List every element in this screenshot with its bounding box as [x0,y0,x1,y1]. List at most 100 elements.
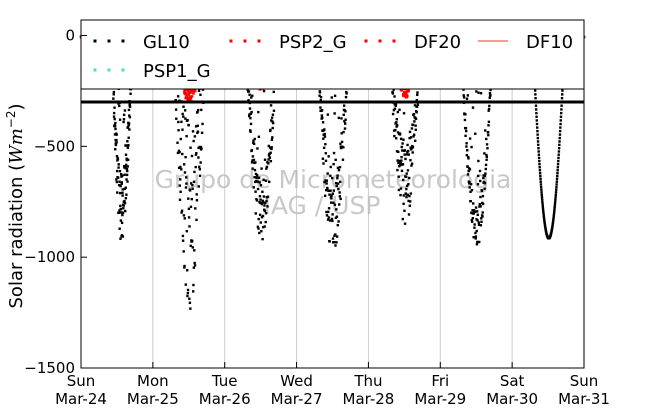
data-point [479,205,482,208]
data-point [116,191,119,194]
data-point [188,189,192,192]
data-point [186,291,190,295]
data-point [465,154,469,157]
data-point [552,218,555,221]
data-point [324,159,328,162]
data-point [181,239,185,242]
data-point [399,161,402,165]
data-point [487,109,490,112]
data-point [471,216,475,220]
data-point [184,176,188,179]
data-point [557,159,560,163]
data-point [183,217,186,220]
data-point [177,149,181,153]
data-point [474,231,477,235]
data-point [181,234,185,238]
data-point [189,182,193,185]
data-point [252,186,255,189]
data-point [263,204,266,207]
data-point [478,202,482,206]
data-point [476,174,480,178]
data-point [325,179,329,182]
data-point [125,157,128,160]
data-point [337,168,341,172]
data-point [174,99,178,102]
data-point [326,187,329,190]
legend-marker [121,39,125,43]
data-point [187,207,191,211]
data-point [410,148,413,151]
data-point [409,200,412,203]
data-point [331,213,334,216]
data-point [126,169,129,173]
data-point [393,103,396,106]
data-point [483,129,487,132]
data-point [555,188,558,191]
data-point [410,162,414,165]
data-point [338,203,341,206]
data-point [118,118,122,121]
data-point [335,241,338,244]
y-tick-label-0: 0 [65,27,75,45]
data-point [332,189,336,192]
data-point [122,120,125,124]
data-point [551,223,554,226]
data-point [537,150,540,153]
data-point [174,108,178,111]
data-point [325,210,328,214]
data-point [553,205,556,208]
data-point [485,143,489,146]
data-point [396,159,399,162]
data-point [416,93,419,97]
data-point [128,128,131,131]
data-point [192,180,196,184]
data-point [535,119,539,122]
data-point [558,129,562,133]
data-point [408,176,411,180]
data-point [558,133,562,136]
data-point [397,150,400,154]
data-point [394,137,398,140]
legend-marker [121,68,125,72]
data-point [270,138,274,141]
data-point [186,294,189,298]
data-point [184,155,187,159]
data-point [190,154,194,158]
data-point [112,90,116,94]
watermark: Grupo de Micrometeorologia IAG / USP [155,165,512,220]
data-point [543,224,547,227]
data-point [125,144,128,147]
data-point [182,163,186,166]
data-point [403,90,406,94]
data-point [482,176,485,180]
data-point [339,197,342,201]
data-point [183,171,187,174]
x-tick-day-6: Sat [500,372,525,390]
data-point [537,153,541,156]
data-point [194,125,198,128]
data-point [189,307,192,310]
data-point [543,220,546,223]
data-point [407,199,410,203]
data-point [121,191,124,194]
data-point [534,96,537,100]
data-point [558,140,561,143]
data-point [345,92,348,95]
data-point [406,143,409,147]
x-tick-day-4: Thu [353,372,382,390]
data-point [400,159,403,162]
data-point [118,180,121,183]
data-point [256,225,260,228]
data-point [408,130,412,134]
data-point [248,113,251,116]
data-point [260,230,263,233]
data-point [196,110,199,114]
data-point [320,114,324,117]
data-point [180,211,183,214]
x-tick-day-3: Wed [280,372,313,390]
data-point [252,142,256,146]
data-point [115,154,119,158]
data-point [180,168,183,171]
data-point [553,207,556,210]
data-point [255,199,259,202]
